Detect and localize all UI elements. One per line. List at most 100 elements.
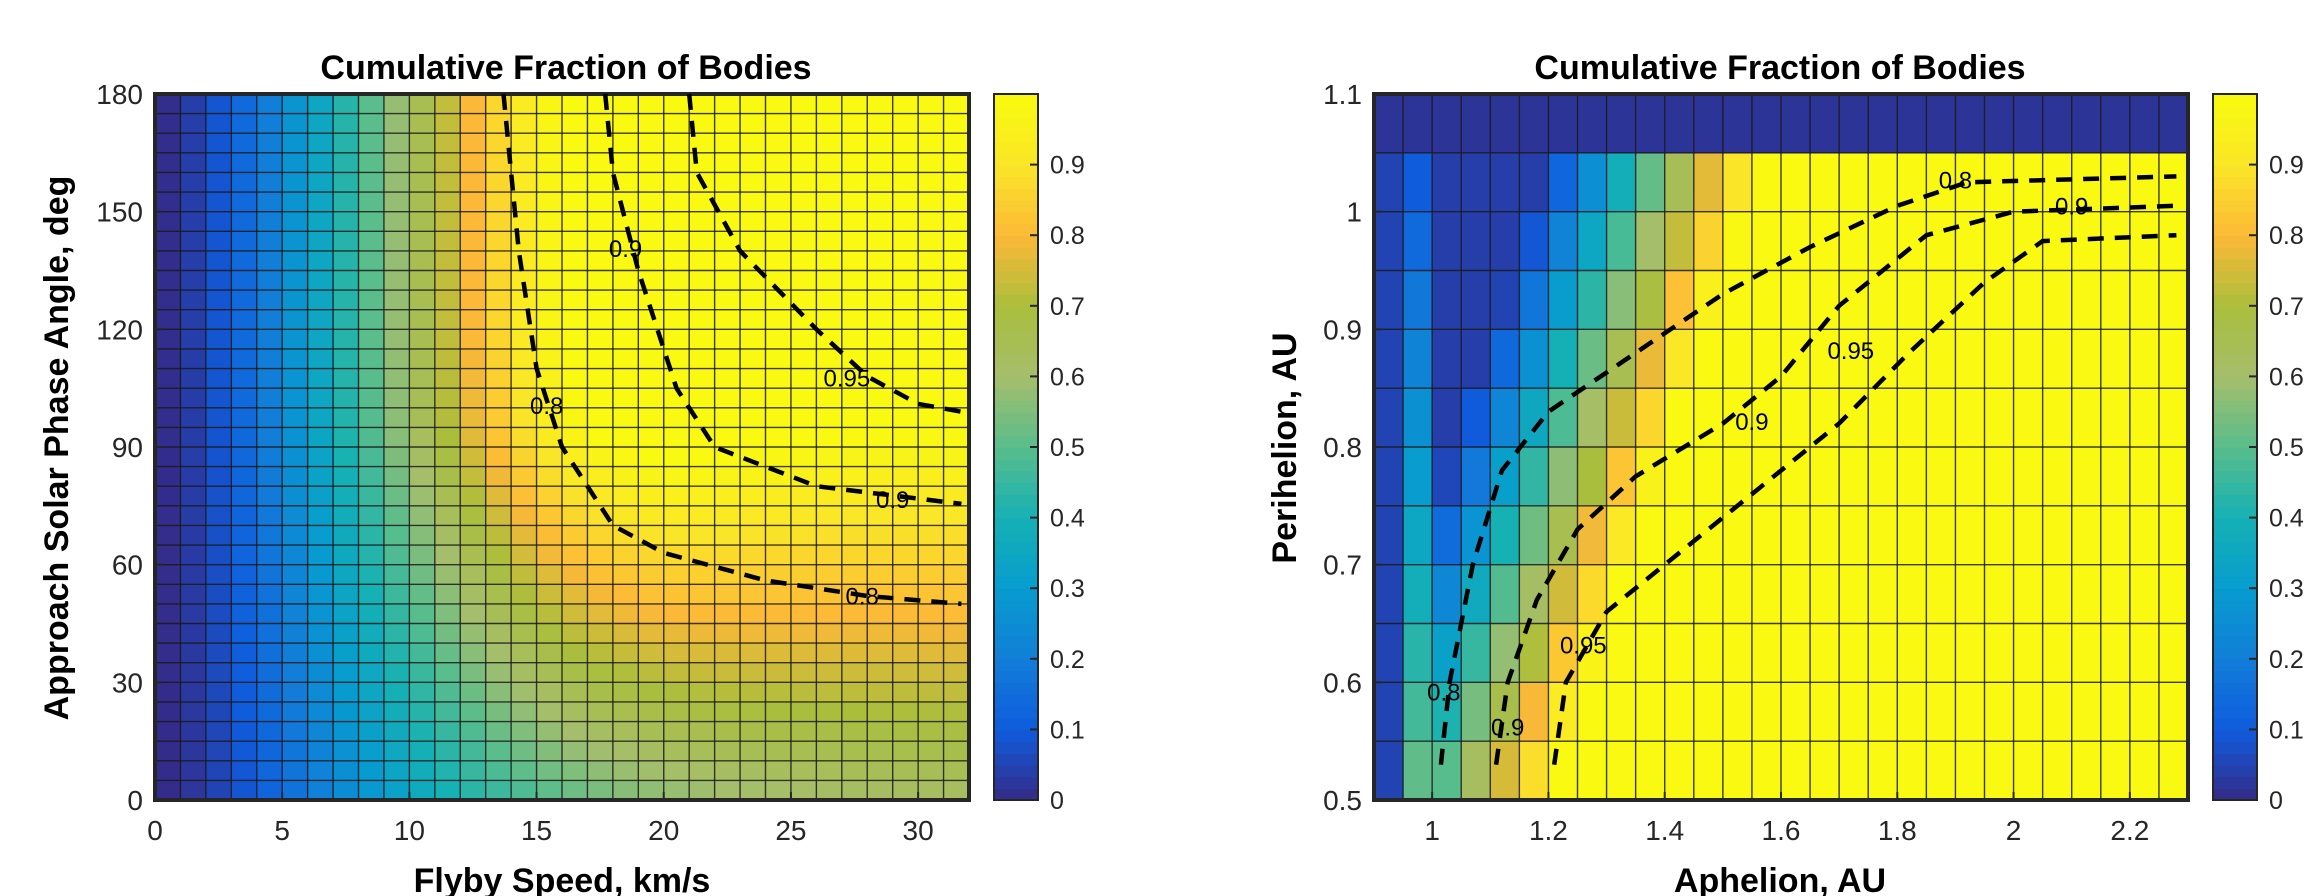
heatmap-cell	[841, 545, 868, 566]
heatmap-cell	[790, 780, 817, 801]
heatmap-cell	[1490, 564, 1520, 625]
heatmap-cell	[282, 447, 309, 468]
heatmap-cell	[511, 94, 538, 115]
heatmap-cell	[638, 407, 665, 428]
heatmap-cell	[460, 486, 487, 507]
heatmap-cell	[2013, 152, 2044, 213]
heatmap-cell	[333, 662, 360, 683]
colorbar-segment	[2213, 552, 2257, 566]
heatmap-cell	[612, 584, 639, 605]
heatmap-cell	[180, 94, 207, 115]
heatmap-cell	[867, 603, 894, 625]
heatmap-cell	[2071, 94, 2102, 154]
heatmap-cell	[180, 270, 207, 291]
heatmap-cell	[155, 721, 182, 742]
heatmap-cell	[1664, 152, 1695, 213]
heatmap-cell	[867, 250, 894, 272]
heatmap-cell	[307, 623, 334, 644]
heatmap-cell	[460, 211, 487, 232]
heatmap-cell	[1839, 447, 1869, 507]
heatmap-cell	[918, 564, 945, 585]
heatmap-cell	[511, 584, 538, 605]
heatmap-cell	[180, 407, 207, 428]
heatmap-cell	[790, 682, 817, 703]
heatmap-cell	[790, 564, 817, 585]
heatmap-cell	[383, 270, 410, 291]
heatmap-cell	[1664, 623, 1695, 683]
heatmap-cell	[485, 466, 512, 487]
heatmap-cell	[2158, 270, 2189, 330]
x-tick-label: 25	[775, 815, 806, 846]
heatmap-cell	[409, 152, 436, 174]
colorbar-segment	[994, 470, 1038, 484]
heatmap-cell	[282, 662, 309, 683]
heatmap-cell	[383, 466, 410, 487]
heatmap-cell	[663, 447, 690, 468]
x-tick-label: 1.2	[1529, 815, 1568, 846]
heatmap-cell	[409, 662, 436, 683]
heatmap-cell	[1897, 94, 1927, 154]
heatmap-cell	[892, 760, 919, 781]
heatmap-cell	[1839, 505, 1869, 566]
left-grid-lines	[155, 94, 969, 800]
heatmap-cell	[1606, 505, 1637, 566]
heatmap-cell	[790, 545, 817, 566]
heatmap-cell	[282, 760, 309, 781]
heatmap-cell	[180, 172, 207, 193]
heatmap-cell	[2158, 505, 2189, 566]
heatmap-cell	[1374, 388, 1404, 448]
heatmap-cell	[307, 545, 334, 566]
heatmap-cell	[2042, 388, 2073, 448]
heatmap-cell	[2013, 94, 2044, 154]
colorbar-segment	[2213, 270, 2257, 284]
heatmap-cell	[612, 780, 639, 801]
heatmap-cell	[1577, 329, 1608, 389]
heatmap-cell	[383, 94, 410, 115]
colorbar-segment	[994, 188, 1038, 201]
heatmap-cell	[943, 329, 970, 350]
heatmap-cell	[2100, 505, 2131, 566]
heatmap-cell	[180, 505, 207, 527]
heatmap-cell	[1926, 329, 1957, 389]
heatmap-cell	[867, 290, 894, 311]
heatmap-cell	[1664, 388, 1695, 448]
heatmap-cell	[307, 113, 334, 134]
heatmap-cell	[612, 525, 639, 546]
heatmap-cell	[562, 231, 589, 252]
contour-line-0.95	[1551, 232, 2177, 766]
heatmap-cell	[841, 643, 868, 664]
heatmap-cell	[765, 662, 792, 683]
heatmap-cell	[333, 270, 360, 291]
heatmap-cell	[790, 152, 817, 174]
heatmap-cell	[256, 701, 283, 723]
heatmap-cell	[816, 682, 843, 703]
heatmap-cell	[307, 643, 334, 664]
heatmap-cell	[943, 505, 970, 527]
colorbar-segment	[2213, 752, 2257, 766]
colorbar-segment	[2213, 364, 2257, 378]
heatmap-cell	[587, 211, 614, 232]
heatmap-cell	[2100, 94, 2131, 154]
heatmap-cell	[358, 407, 385, 428]
heatmap-cell	[1751, 447, 1782, 507]
heatmap-cell	[562, 603, 589, 625]
heatmap-cell	[282, 290, 309, 311]
colorbar-segment	[2213, 423, 2257, 437]
colorbar-segment	[994, 352, 1038, 366]
heatmap-cell	[714, 603, 741, 625]
heatmap-cell	[714, 780, 741, 801]
heatmap-cell	[1926, 388, 1957, 448]
heatmap-cell	[155, 564, 182, 585]
heatmap-cell	[790, 447, 817, 468]
heatmap-cell	[765, 133, 792, 154]
heatmap-cell	[2013, 329, 2044, 389]
heatmap-cell	[536, 113, 563, 134]
heatmap-cell	[1722, 505, 1753, 566]
heatmap-cell	[918, 172, 945, 193]
colorbar-segment	[994, 411, 1038, 425]
heatmap-cell	[180, 290, 207, 311]
heatmap-cell	[765, 329, 792, 350]
colorbar-segment	[994, 117, 1038, 131]
heatmap-cell	[358, 309, 385, 330]
heatmap-cell	[1635, 211, 1666, 272]
